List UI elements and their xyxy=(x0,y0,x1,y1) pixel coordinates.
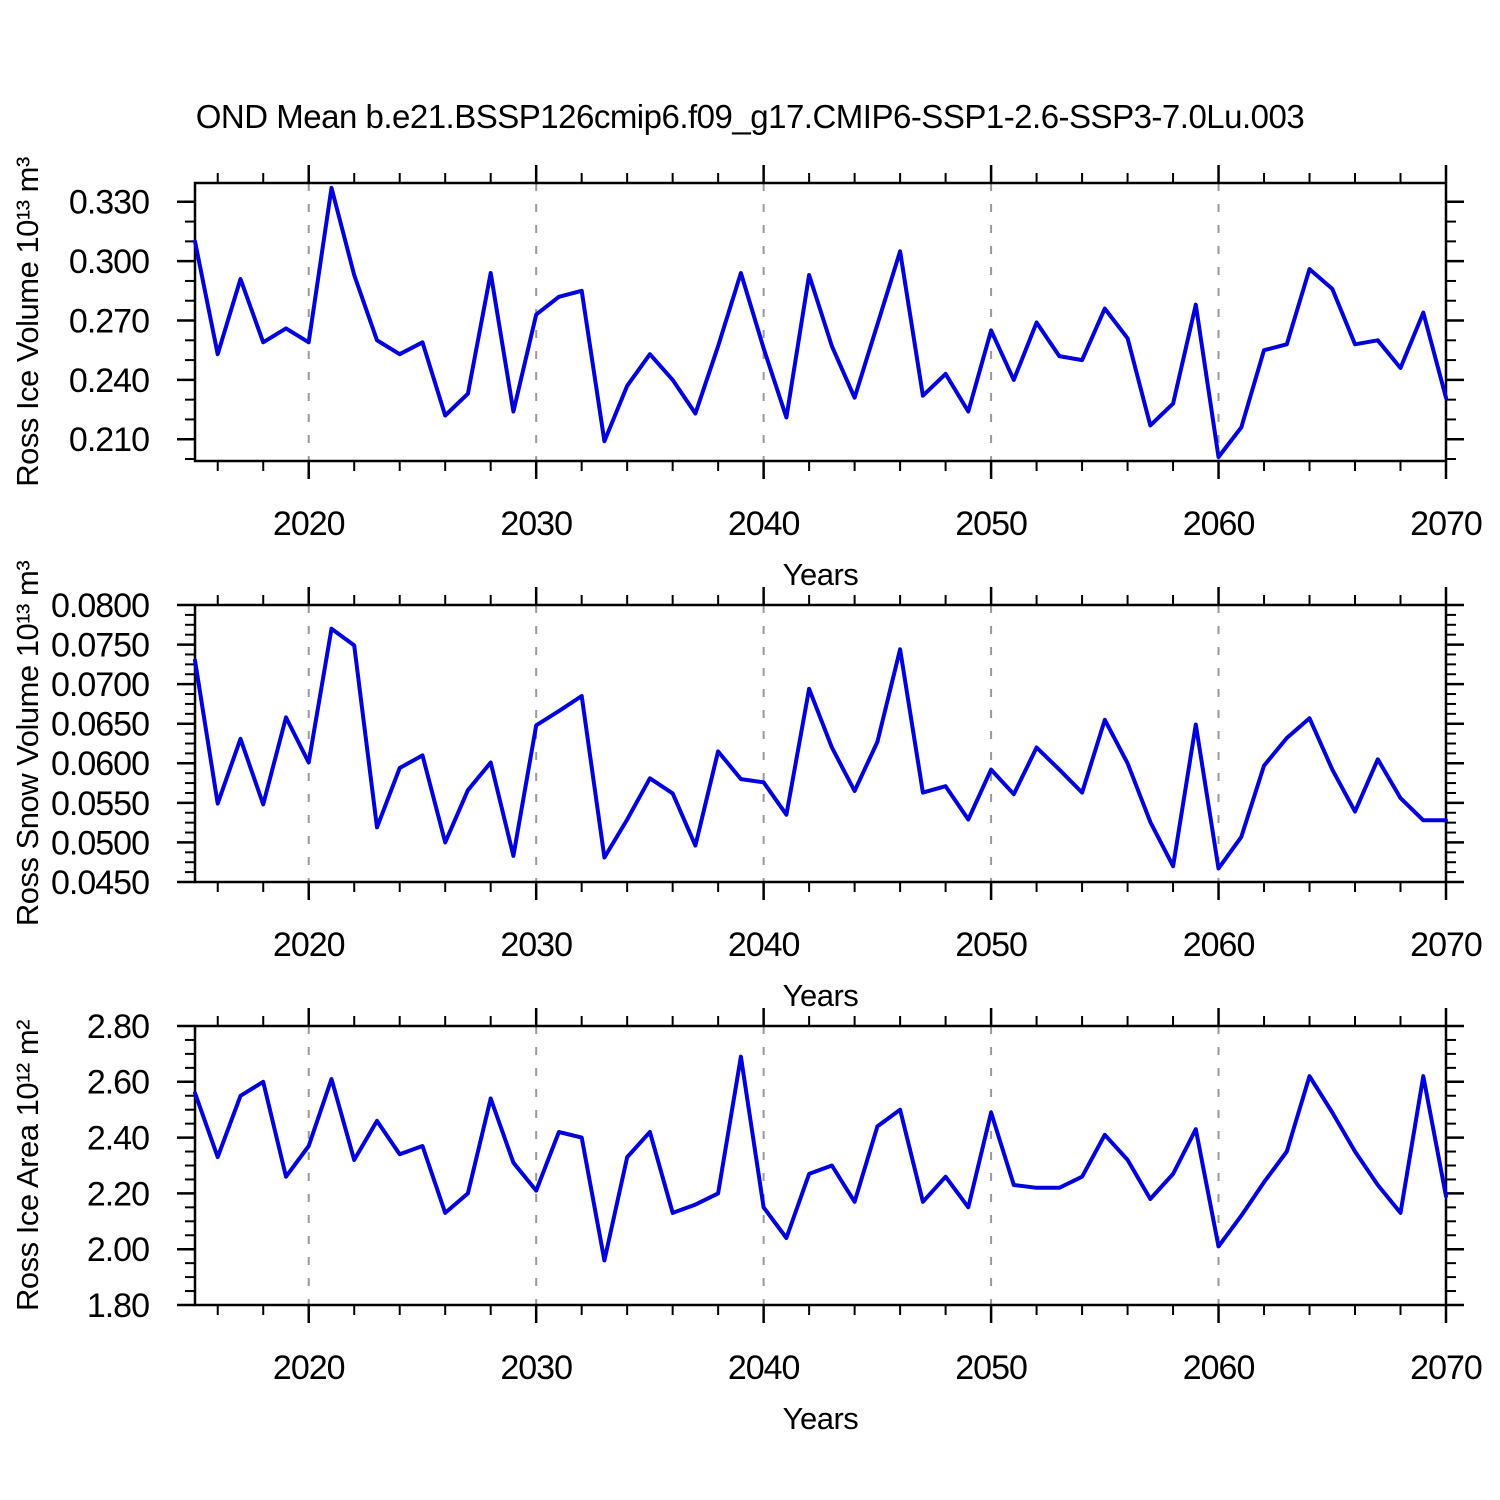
data-line-ross-ice-area xyxy=(193,1054,1448,1263)
x-axis-title: Years xyxy=(783,1401,859,1436)
x-tick-label: 2070 xyxy=(1410,1349,1482,1387)
y-tick-label: 0.330 xyxy=(69,184,149,222)
plot-border xyxy=(193,603,1448,884)
x-tick-label: 2050 xyxy=(955,926,1027,964)
y-tick-label: 0.0500 xyxy=(51,824,149,862)
x-tick-label: 2060 xyxy=(1183,1349,1255,1387)
y-tick-label: 0.0600 xyxy=(51,745,149,783)
x-tick-label: 2020 xyxy=(273,926,345,964)
x-tick-label: 2070 xyxy=(1410,505,1482,543)
x-tick-label: 2020 xyxy=(273,1349,345,1387)
y-tick-label: 0.240 xyxy=(69,362,149,400)
y-tick-label: 0.0650 xyxy=(51,706,149,744)
x-tick-label: 2060 xyxy=(1183,505,1255,543)
plot-border xyxy=(193,1024,1448,1307)
panels-root: 0.330 0.300 0.270 0.240 0.210 2020 2030 2040 205… xyxy=(10,157,1483,1436)
panel-ross-ice-volume: 0.330 0.300 0.270 0.240 0.210 2020 2030 2040 205… xyxy=(10,157,1483,592)
y-tick-label: 0.300 xyxy=(69,243,149,281)
panel-ross-ice-area: 2.80 2.60 2.40 2.20 2.00 1.80 2020 2030 2040 2050… xyxy=(10,1008,1483,1436)
y-tick-label: 2.80 xyxy=(87,1008,149,1046)
y-tick-label: 0.0450 xyxy=(51,864,149,902)
y-axis-title: Ross Ice Area 10¹² m² xyxy=(10,1020,45,1311)
y-tick-label: 2.60 xyxy=(87,1064,149,1102)
x-tick-label: 2070 xyxy=(1410,926,1482,964)
y-tick-label: 0.0550 xyxy=(51,785,149,823)
x-tick-label: 2060 xyxy=(1183,926,1255,964)
x-tick-label: 2030 xyxy=(500,1349,572,1387)
data-line-ross-ice-volume xyxy=(193,185,1448,459)
x-tick-label: 2040 xyxy=(728,926,800,964)
y-tick-label: 2.00 xyxy=(87,1231,149,1269)
x-tick-label: 2040 xyxy=(728,1349,800,1387)
y-tick-label: 0.210 xyxy=(69,421,149,459)
y-tick-label: 0.270 xyxy=(69,302,149,340)
y-tick-label: 2.40 xyxy=(87,1120,149,1158)
x-tick-label: 2030 xyxy=(500,926,572,964)
chart-title: OND Mean b.e21.BSSP126cmip6.f09_g17.CMIP… xyxy=(196,98,1304,135)
x-tick-label: 2040 xyxy=(728,505,800,543)
x-tick-label: 2020 xyxy=(273,505,345,543)
y-tick-label: 0.0750 xyxy=(51,626,149,664)
y-axis-title: Ross Ice Volume 10¹³ m³ xyxy=(10,157,45,487)
panel-ross-snow-volume: 0.08000.07500.07000.06500.06000.05500.05… xyxy=(10,561,1483,1013)
x-tick-label: 2050 xyxy=(955,505,1027,543)
y-axis-title: Ross Snow Volume 10¹³ m³ xyxy=(10,561,45,926)
x-axis-title: Years xyxy=(783,557,859,592)
x-tick-label: 2050 xyxy=(955,1349,1027,1387)
y-tick-label: 0.0700 xyxy=(51,666,149,704)
y-tick-label: 0.0800 xyxy=(51,587,149,625)
plot-border xyxy=(193,181,1448,463)
y-tick-label: 2.20 xyxy=(87,1175,149,1213)
y-tick-label: 1.80 xyxy=(87,1287,149,1325)
data-line-ross-snow-volume xyxy=(193,626,1448,871)
x-tick-label: 2030 xyxy=(500,505,572,543)
x-axis-title: Years xyxy=(783,978,859,1013)
